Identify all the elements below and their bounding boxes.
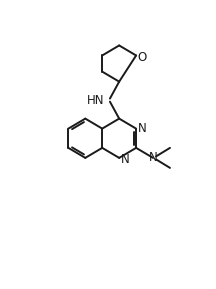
Text: N: N [121, 153, 129, 166]
Text: O: O [138, 51, 147, 64]
Text: N: N [138, 122, 146, 135]
Text: HN: HN [87, 95, 105, 108]
Text: N: N [149, 151, 157, 164]
